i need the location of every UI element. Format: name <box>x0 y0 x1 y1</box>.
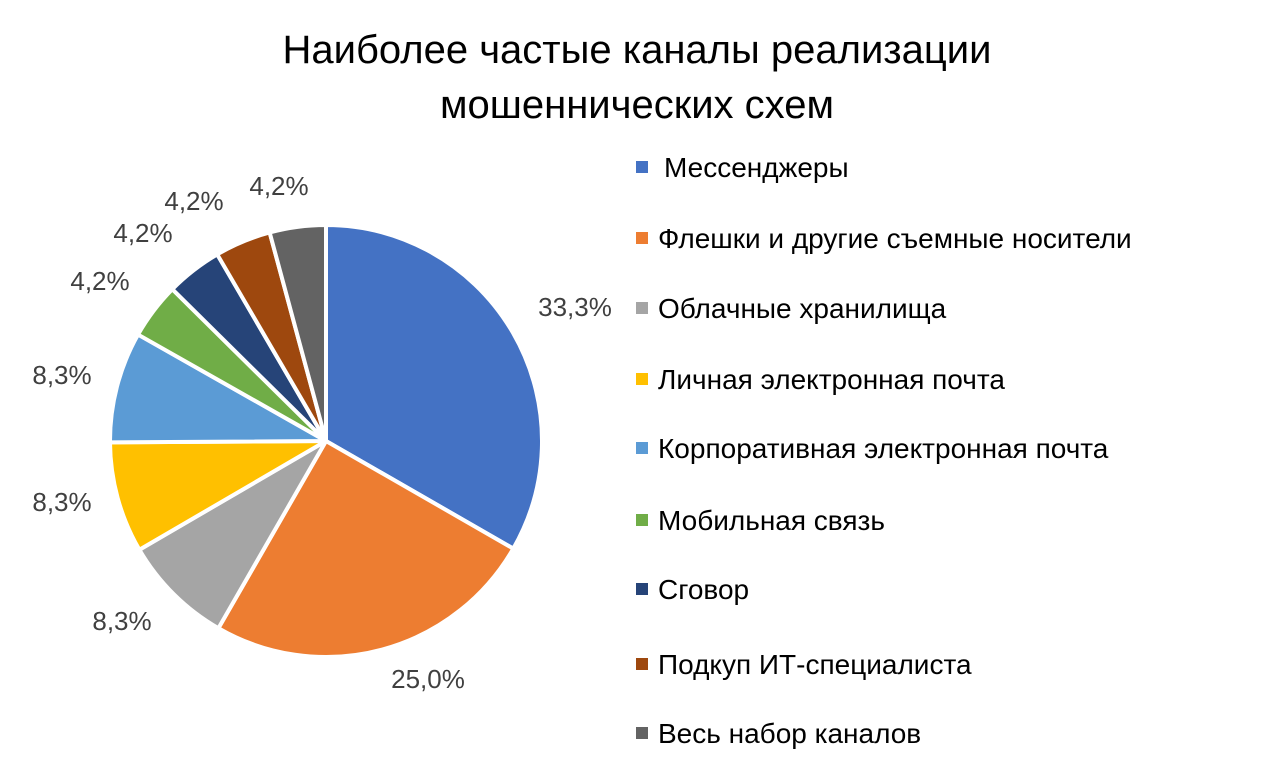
legend-label-7: Сговор <box>658 574 749 605</box>
legend-label-6: Мобильная связь <box>658 505 885 536</box>
legend-label-9: Весь набор каналов <box>658 718 921 749</box>
legend-label-2: Флешки и другие съемные носители <box>658 223 1132 254</box>
legend: Мессенджеры Флешки и другие съемные носит… <box>636 152 1132 749</box>
pie-slice-3 <box>137 439 328 631</box>
chart-title-line-1: Наиболее частые каналы реализации <box>283 28 992 72</box>
legend-swatch-7 <box>636 583 648 595</box>
data-label-8: 4,2% <box>164 186 223 216</box>
data-label-2: 25,0% <box>391 664 465 694</box>
pie-slice-1 <box>324 223 544 551</box>
pie-slice-9 <box>267 223 328 443</box>
pie-slice-5 <box>107 332 328 445</box>
legend-label-1: Мессенджеры <box>664 152 849 183</box>
legend-swatch-2 <box>636 232 648 244</box>
data-label-5: 8,3% <box>32 360 91 390</box>
data-label-6: 4,2% <box>70 266 129 296</box>
legend-swatch-6 <box>636 514 648 526</box>
legend-label-5: Корпоративная электронная почта <box>658 433 1109 464</box>
legend-label-3: Облачные хранилища <box>658 293 947 324</box>
data-label-1: 33,3% <box>538 292 612 322</box>
chart-title-line-2: мошеннических схем <box>440 83 834 127</box>
pie-slice-2 <box>216 439 516 659</box>
legend-swatch-4 <box>636 373 648 385</box>
data-label-9: 4,2% <box>249 171 308 201</box>
legend-label-4: Личная электронная почта <box>658 364 1005 395</box>
data-labels: 33,3%25,0%8,3%8,3%8,3%4,2%4,2%4,2% 4,2% <box>32 171 612 694</box>
pie-slice-4 <box>108 439 328 552</box>
legend-swatch-3 <box>636 302 648 314</box>
pie-slices <box>107 223 544 659</box>
legend-swatch-1 <box>636 161 648 173</box>
data-label-7: 4,2% <box>113 218 172 248</box>
legend-swatch-9 <box>636 727 648 739</box>
legend-label-8: Подкуп ИТ-специалиста <box>658 649 972 680</box>
data-label-3: 8,3% <box>92 606 151 636</box>
data-label-4: 8,3% <box>32 487 91 517</box>
legend-swatch-5 <box>636 442 648 454</box>
legend-swatch-8 <box>636 658 648 670</box>
